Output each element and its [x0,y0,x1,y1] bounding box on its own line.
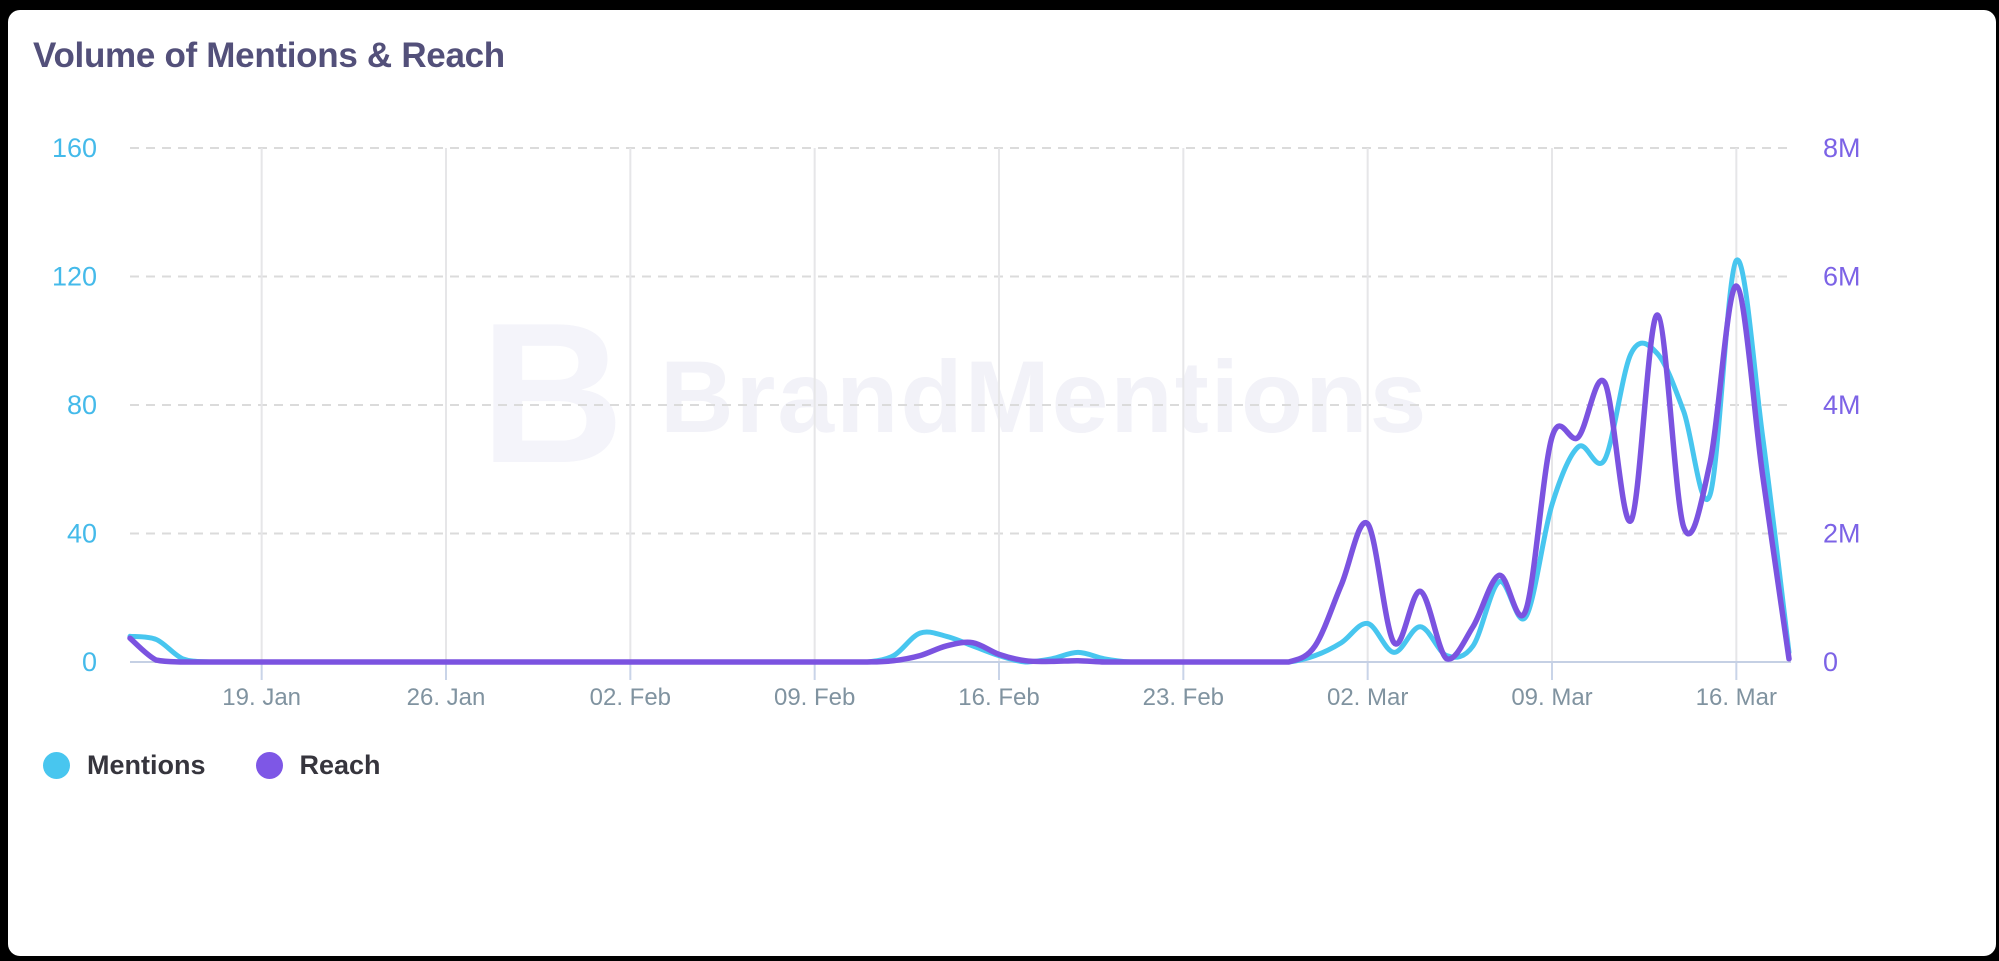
y-axis-left-label: 120 [52,262,97,292]
legend-item-mentions[interactable]: Mentions [43,750,206,781]
x-axis-label: 26. Jan [407,684,486,711]
reach-legend-dot [255,752,283,779]
mentions-legend-label: Mentions [87,750,206,780]
x-axis-label: 16. Mar [1696,684,1777,711]
x-axis-label: 16. Feb [958,684,1039,711]
chart-title: Volume of Mentions & Reach [33,36,505,75]
brandmentions-watermark: B BrandMentions [480,282,1428,505]
y-axis-right-label: 4M [1823,390,1861,420]
reach-legend-label: Reach [299,750,381,780]
chart-gridlines [130,147,1791,680]
y-axis-right-label: 8M [1823,133,1861,163]
reach-line[interactable] [127,283,1792,665]
x-axis-label: 09. Feb [774,684,855,711]
x-axis-label: 19. Jan [222,684,301,711]
y-axis-left-label: 80 [67,390,97,420]
x-axis-label: 09. Mar [1511,684,1592,711]
chart-legend: Mentions Reach [43,750,381,781]
chart-series [127,257,1792,665]
chart-card [8,10,1996,956]
y-axis-right-label: 6M [1823,262,1861,292]
brandmentions-logo: B [480,282,624,505]
mentions-line[interactable] [127,257,1792,665]
y-axis-left-label: 160 [52,133,97,163]
legend-item-reach[interactable]: Reach [255,750,381,781]
x-axis-label: 02. Feb [590,684,671,711]
watermark-text: BrandMentions [660,340,1428,454]
x-axis-label: 02. Mar [1327,684,1408,711]
mentions-legend-dot [43,752,70,779]
y-axis-left-label: 40 [67,519,97,549]
chart-axis-labels: 160 120 80 40 0 8M 6M 4M 2M 0 19. Jan 26. Jan 02. Fe… [52,133,1861,711]
y-axis-right-label: 2M [1823,519,1861,549]
x-axis-label: 23. Feb [1143,684,1224,711]
y-axis-right-label: 0 [1823,647,1838,677]
y-axis-left-label: 0 [82,647,97,677]
